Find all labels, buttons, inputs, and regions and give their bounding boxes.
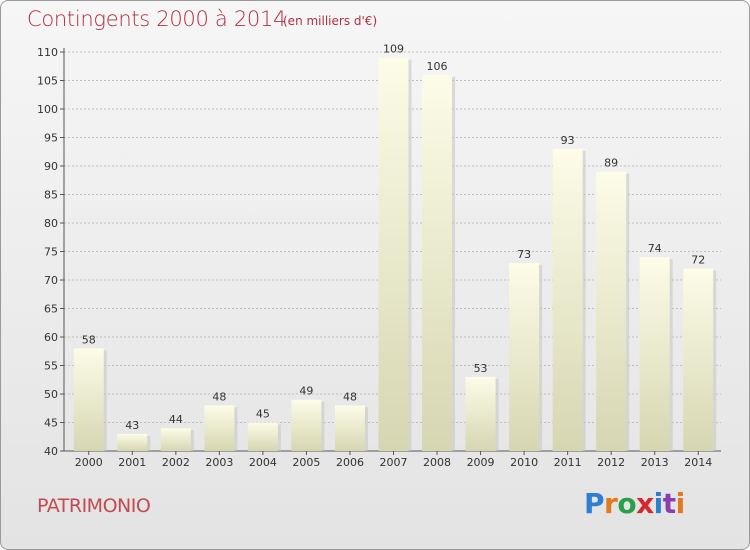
y-tick-label: 105 (37, 75, 58, 88)
y-tick-label: 70 (44, 274, 58, 287)
bar-2000 (73, 348, 104, 451)
bar-2013 (639, 257, 670, 451)
data-label: 73 (517, 248, 531, 261)
data-label: 53 (474, 362, 488, 375)
data-label: 44 (169, 413, 183, 426)
data-label: 74 (648, 242, 662, 255)
data-label: 48 (343, 390, 357, 403)
y-tick-label: 40 (44, 445, 58, 458)
x-tick-label: 2000 (75, 456, 103, 469)
data-label: 58 (82, 333, 96, 346)
data-label: 109 (383, 43, 404, 56)
bar-2001 (117, 433, 148, 451)
x-tick-label: 2014 (684, 456, 712, 469)
x-tick-label: 2002 (162, 456, 190, 469)
y-tick-label: 90 (44, 160, 58, 173)
x-tick-label: 2005 (292, 456, 320, 469)
data-labels: 58 43 44 48 45 49 48 109 106 53 73 93 89 74 72 (82, 43, 705, 432)
y-tick-label: 85 (44, 189, 58, 202)
bars (73, 57, 717, 452)
x-tick-label: 2009 (467, 456, 495, 469)
bar-2009 (465, 376, 496, 451)
chart-subtitle: (en milliers d'€) (283, 14, 378, 28)
bar-2002 (160, 428, 191, 451)
x-tick-label: 2011 (554, 456, 582, 469)
y-tick-label: 60 (44, 331, 58, 344)
y-tick-label: 50 (44, 388, 58, 401)
bar-2006 (334, 405, 365, 451)
x-tick-label: 2004 (249, 456, 277, 469)
y-tick-label: 95 (44, 132, 58, 145)
data-label: 93 (561, 134, 575, 147)
y-tick-label: 75 (44, 246, 58, 259)
bar-2012 (596, 171, 627, 451)
data-label: 45 (256, 408, 270, 421)
x-tick-label: 2003 (205, 456, 233, 469)
x-tick-label: 2007 (380, 456, 408, 469)
x-tick-label: 2001 (118, 456, 146, 469)
y-tick-label: 55 (44, 360, 58, 373)
data-label: 49 (299, 385, 313, 398)
bar-2005 (291, 399, 322, 451)
data-label: 106 (427, 60, 448, 73)
data-label: 48 (212, 390, 226, 403)
y-tick-label: 45 (44, 417, 58, 430)
bar-2003 (204, 405, 235, 451)
x-tick-label: 2012 (597, 456, 625, 469)
y-tick-label: 100 (37, 103, 58, 116)
y-tick-label: 65 (44, 303, 58, 316)
data-label: 72 (691, 254, 705, 267)
y-tick-label: 80 (44, 217, 58, 230)
bar-2004 (247, 422, 278, 451)
x-tick-label: 2006 (336, 456, 364, 469)
commune-name: PATRIMONIO (37, 495, 151, 517)
y-tick-label: 110 (37, 46, 58, 59)
bar-2008 (422, 74, 453, 452)
data-label: 43 (125, 419, 139, 432)
bar-2014 (683, 268, 714, 451)
bar-2007 (378, 57, 409, 451)
x-tick-label: 2013 (641, 456, 669, 469)
bar-2010 (509, 262, 540, 451)
x-tick-label: 2010 (510, 456, 538, 469)
proxiti-logo: Proxiti (584, 487, 685, 520)
chart-title: Contingents 2000 à 2014 (27, 7, 287, 31)
data-label: 89 (604, 157, 618, 170)
bar-2011 (552, 148, 583, 451)
x-tick-label: 2008 (423, 456, 451, 469)
